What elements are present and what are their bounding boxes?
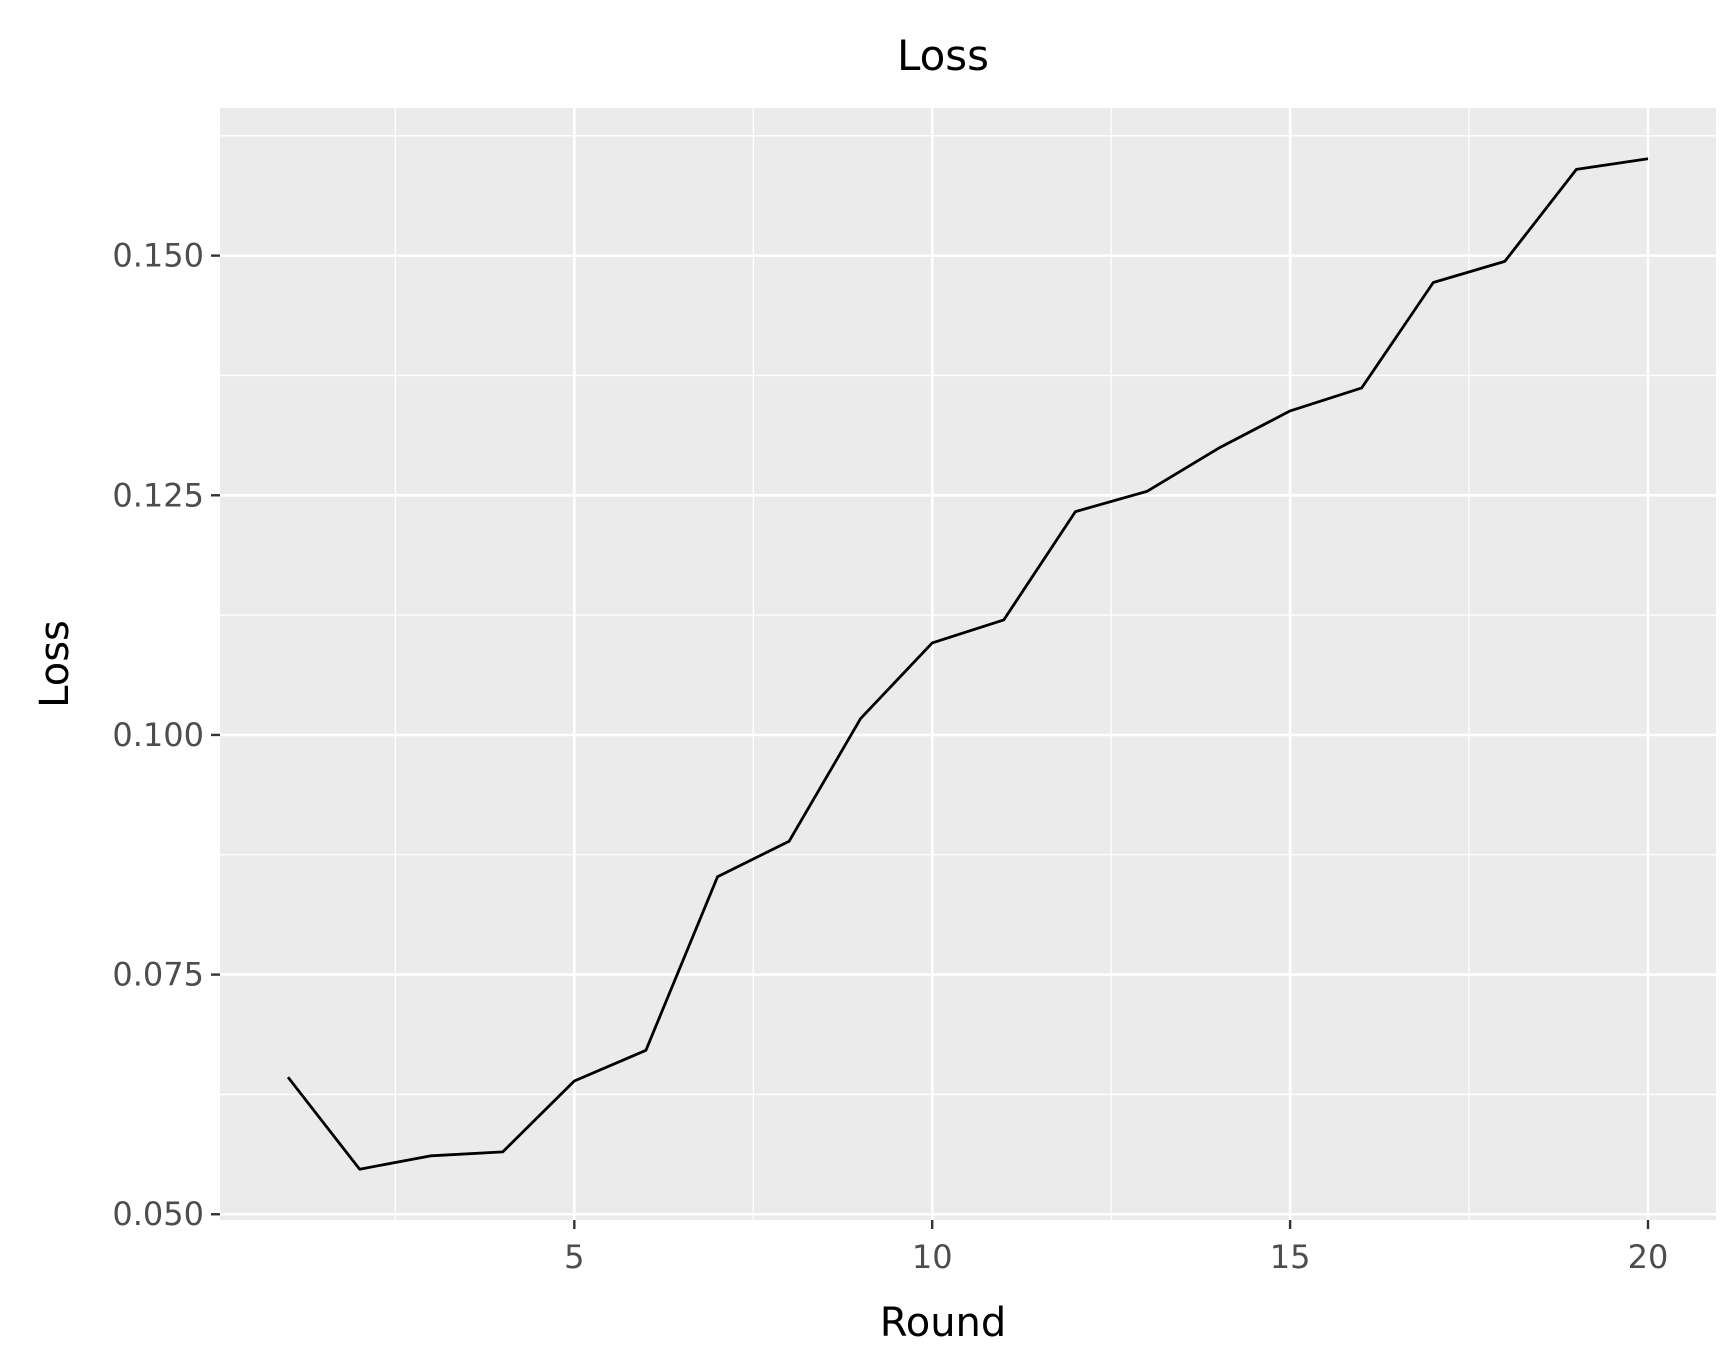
- x-axis-ticks: 5 10 15 20: [564, 1220, 1668, 1276]
- x-tick-label: 5: [564, 1238, 584, 1276]
- y-axis-title: Loss: [32, 620, 78, 708]
- y-tick-label: 0.075: [112, 956, 204, 994]
- series-line: [286, 157, 1649, 1171]
- y-tick-label: 0.150: [112, 237, 204, 275]
- y-tick-label: 0.050: [112, 1195, 204, 1233]
- plot-panel: [220, 108, 1716, 1220]
- x-tick-label: 10: [912, 1238, 953, 1276]
- major-gridlines: [220, 108, 1716, 1220]
- y-axis-ticks: 0.050 0.075 0.100 0.125 0.150: [112, 237, 220, 1233]
- y-tick-label: 0.100: [112, 716, 204, 754]
- x-tick-label: 20: [1628, 1238, 1669, 1276]
- x-tick-label: 15: [1270, 1238, 1311, 1276]
- x-axis-title: Round: [880, 1300, 1007, 1346]
- minor-gridlines: [220, 108, 1716, 1220]
- y-tick-label: 0.125: [112, 476, 204, 514]
- chart-title: Loss: [897, 31, 989, 80]
